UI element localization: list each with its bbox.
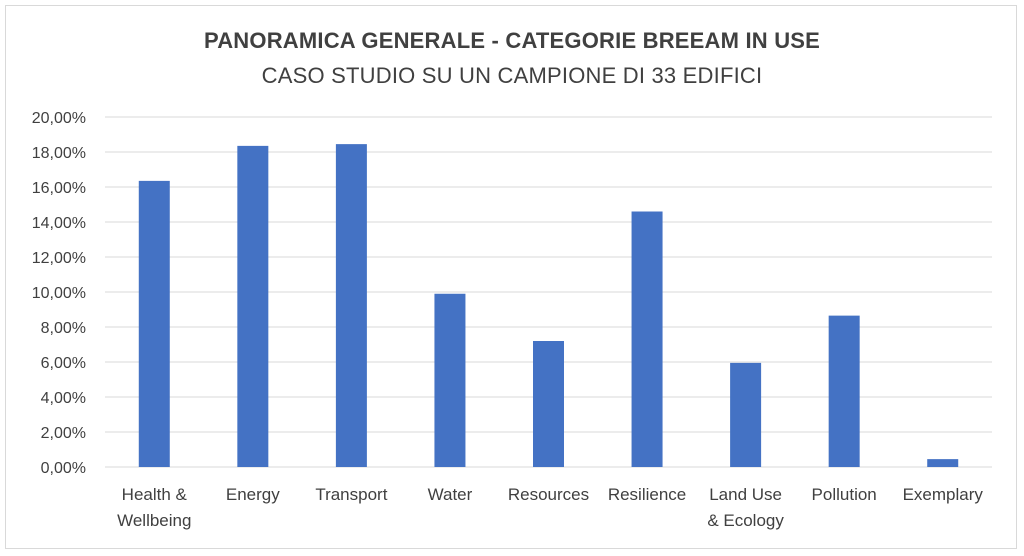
y-tick-label: 2,00% (41, 425, 86, 442)
y-tick-label: 6,00% (41, 355, 86, 372)
x-category-label: Resources (508, 485, 589, 504)
x-category-label: Energy (226, 485, 280, 504)
x-category-label: Water (428, 485, 473, 504)
x-category-label: Transport (315, 485, 387, 504)
y-tick-label: 4,00% (41, 390, 86, 407)
x-category-label: Land Use (709, 485, 782, 504)
bar (237, 145, 269, 467)
x-category-label: Wellbeing (117, 511, 191, 530)
bar (927, 459, 959, 467)
y-tick-label: 8,00% (41, 320, 86, 337)
bar (730, 362, 762, 467)
bar (631, 211, 663, 467)
chart-subtitle: CASO STUDIO SU UN CAMPIONE DI 33 EDIFICI (261, 63, 763, 88)
chart-title: PANORAMICA GENERALE - CATEGORIE BREEAM I… (203, 28, 821, 53)
bar (533, 341, 564, 467)
x-category-label: Health & (122, 485, 188, 504)
x-category-label: & Ecology (707, 511, 784, 530)
y-tick-label: 12,00% (32, 250, 86, 267)
bar (828, 315, 860, 467)
y-tick-label: 10,00% (32, 285, 86, 302)
bar (335, 144, 367, 467)
bar (138, 180, 170, 467)
y-tick-label: 0,00% (41, 460, 86, 477)
y-tick-label: 18,00% (32, 145, 86, 162)
x-category-label: Resilience (608, 485, 686, 504)
bars (138, 144, 959, 467)
x-category-label: Exemplary (903, 485, 984, 504)
y-tick-label: 14,00% (32, 215, 86, 232)
y-axis-tick-labels: 0,00% 2,00% 4,00% 6,00% 8,00% 10,00% 12,00% 14,… (32, 110, 86, 477)
x-category-label: Pollution (812, 485, 877, 504)
y-tick-label: 20,00% (32, 110, 86, 127)
bar (434, 293, 466, 467)
x-axis-category-labels: Health & Wellbeing Energy Transport Water Res… (117, 485, 983, 530)
y-tick-label: 16,00% (32, 180, 86, 197)
